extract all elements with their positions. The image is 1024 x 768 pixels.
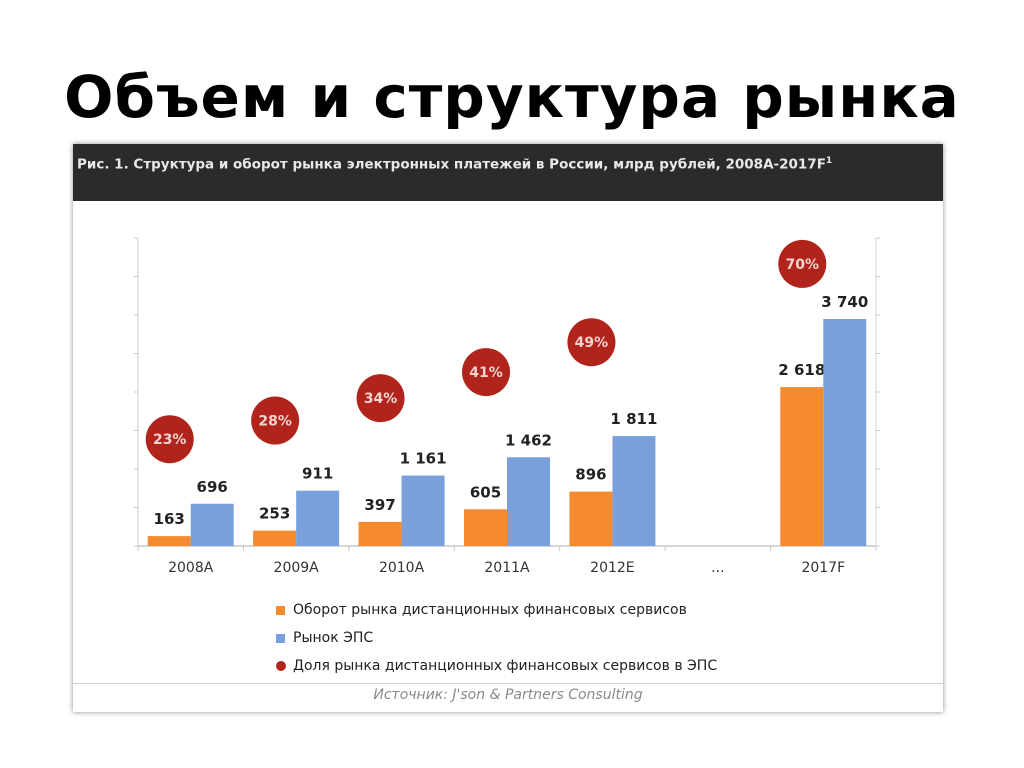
share-circle	[567, 318, 616, 367]
legend-label-orange: Оборот рынка дистанционных финансовых се…	[293, 602, 687, 618]
figure-caption-footnote: 1	[825, 156, 833, 166]
data-label-blue: 911	[302, 465, 333, 483]
x-tick-label: 2008A	[168, 560, 214, 576]
share-label: 34%	[364, 391, 398, 407]
legend-item-blue: Рынок ЭПС	[276, 624, 717, 652]
bar-blue	[401, 475, 445, 546]
data-label-blue: 1 161	[400, 450, 447, 468]
x-tick-label: 2009A	[274, 560, 320, 576]
data-label-orange: 397	[364, 496, 395, 514]
chart-legend: Оборот рынка дистанционных финансовых се…	[276, 596, 717, 680]
data-label-orange: 253	[259, 505, 290, 523]
bar-orange	[464, 509, 507, 546]
share-circle	[356, 374, 405, 423]
figure-source: Источник: J'son & Partners Consulting	[73, 683, 943, 703]
legend-label-blue: Рынок ЭПС	[293, 630, 374, 646]
share-circle	[778, 239, 827, 288]
data-label-blue: 3 740	[821, 293, 868, 311]
share-circle	[145, 415, 194, 464]
bar-blue	[190, 503, 234, 546]
bar-blue	[823, 318, 867, 546]
legend-item-orange: Оборот рынка дистанционных финансовых се…	[276, 596, 717, 624]
bar-orange	[780, 387, 824, 546]
legend-label-share: Доля рынка дистанционных финансовых серв…	[293, 658, 718, 674]
data-label-orange: 605	[470, 483, 501, 501]
share-circle	[462, 348, 510, 397]
share-label: 28%	[258, 414, 292, 430]
share-circle	[251, 396, 300, 445]
data-label-orange: 896	[575, 466, 606, 484]
bar-orange	[253, 530, 297, 546]
bar-orange	[147, 536, 191, 546]
legend-item-share: Доля рынка дистанционных финансовых серв…	[276, 652, 717, 680]
legend-swatch-blue	[276, 633, 285, 643]
bar-blue	[612, 436, 656, 546]
figure-header: Рис. 1. Структура и оборот рынка электро…	[73, 144, 943, 201]
figure-caption-text: Рис. 1. Структура и оборот рынка электро…	[77, 156, 826, 173]
legend-swatch-orange	[276, 605, 285, 615]
x-tick-label: ...	[711, 560, 724, 576]
share-label: 70%	[786, 257, 820, 273]
data-label-orange: 2 618	[778, 361, 825, 379]
data-label-blue: 1 462	[505, 431, 552, 449]
slide-title: Объем и структура рынка	[64, 63, 960, 131]
figure-caption: Рис. 1. Структура и оборот рынка электро…	[77, 152, 939, 175]
data-label-orange: 163	[154, 510, 185, 528]
bar-orange	[569, 491, 613, 546]
share-label: 49%	[575, 335, 609, 351]
x-tick-label: 2017F	[801, 560, 845, 576]
legend-dot-share	[276, 661, 286, 671]
bar-blue	[507, 457, 550, 546]
data-label-blue: 696	[197, 478, 228, 496]
data-label-blue: 1 811	[610, 410, 657, 428]
share-label: 41%	[469, 365, 503, 381]
share-label: 23%	[153, 432, 187, 448]
x-tick-label: 2010A	[379, 560, 425, 576]
bar-orange	[358, 521, 402, 546]
bar-blue	[296, 490, 340, 546]
x-tick-label: 2011A	[484, 560, 530, 576]
x-tick-label: 2012E	[590, 560, 634, 576]
